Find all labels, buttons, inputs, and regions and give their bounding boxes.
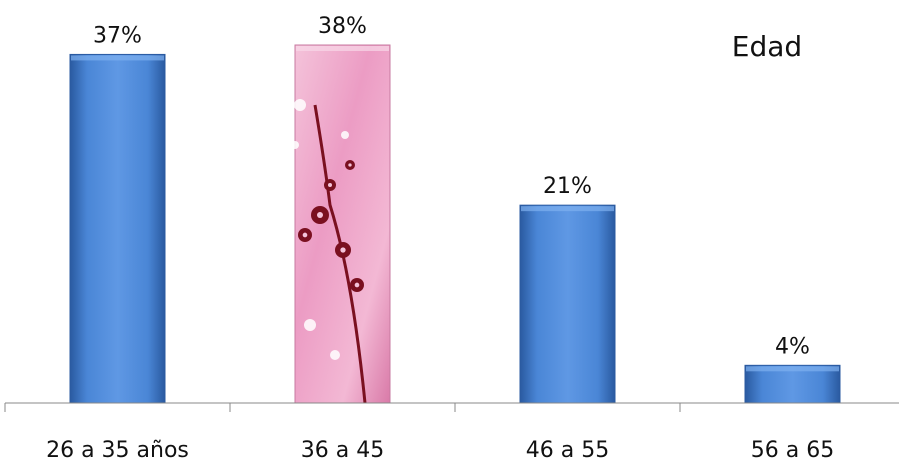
category-label: 56 a 65 [751,438,834,462]
data-label: 37% [93,23,142,48]
bar-group: 37% 26 a 35 años [46,23,189,462]
bar-group: 38% 36 a 45 [291,14,391,462]
bar [519,204,616,404]
category-label: 46 a 55 [526,438,609,462]
bar-group: 4% 56 a 65 [744,334,841,462]
blossom-decoration [291,99,367,404]
bar-top-bevel [521,206,614,212]
data-label: 38% [318,14,367,39]
bar-top-bevel [71,55,164,61]
chart-title: Edad [732,30,802,63]
bar [294,44,391,404]
category-label: 26 a 35 años [46,438,189,462]
bar [69,53,166,404]
category-label: 36 a 45 [301,438,384,462]
data-label: 4% [775,334,810,359]
bar-top-bevel [296,46,389,51]
bar-top-bevel [746,366,839,372]
data-label: 21% [543,174,592,199]
bar-group: 21% 46 a 55 [519,174,616,462]
